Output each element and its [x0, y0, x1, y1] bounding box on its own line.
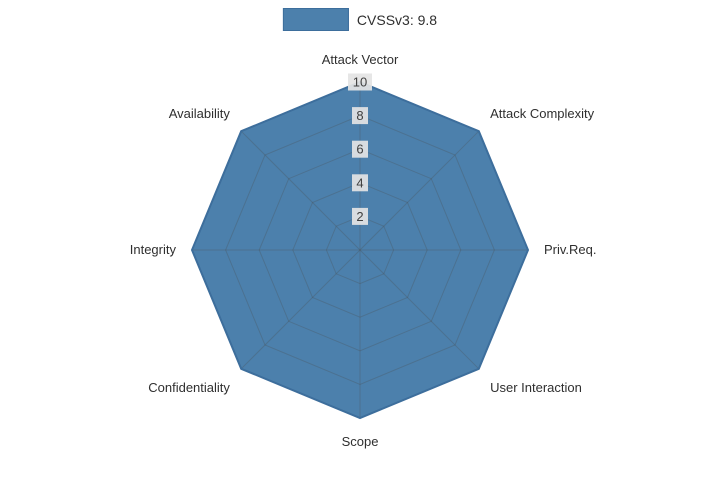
radial-tick-box [352, 174, 368, 192]
axis-label: Scope [342, 434, 379, 449]
radial-tick-box [352, 207, 368, 225]
radial-tick-label: 4 [356, 175, 363, 190]
axis-label: Priv.Req. [544, 242, 597, 257]
grid-ring [292, 182, 428, 318]
radial-tick-box [352, 140, 368, 158]
legend-label: CVSSv3: 9.8 [356, 11, 438, 28]
axis-spoke [359, 130, 480, 251]
grid-ring [325, 215, 395, 285]
radar-polygon-fill [192, 82, 528, 418]
radial-tick-label: 10 [353, 75, 367, 90]
radial-tick-label: 8 [356, 108, 363, 123]
axis-spoke [240, 249, 361, 370]
radial-tick-label: 2 [356, 209, 363, 224]
radial-tick-box [352, 107, 368, 125]
radial-tick-box [348, 73, 372, 91]
axis-spoke [359, 249, 480, 370]
axis-label: Availability [169, 106, 231, 121]
axis-label: User Interaction [490, 380, 582, 395]
axis-spoke [240, 130, 361, 251]
grid-ring [225, 115, 495, 385]
radial-tick-label: 6 [356, 142, 363, 157]
legend-swatch [282, 8, 349, 31]
legend-item[interactable]: CVSSv3: 9.8 [282, 8, 438, 31]
axis-label: Attack Complexity [490, 106, 595, 121]
grid-ring [258, 148, 462, 352]
axis-label: Confidentiality [148, 380, 230, 395]
radar-polygon-outline [190, 80, 530, 420]
axis-label: Integrity [130, 242, 177, 257]
axis-label: Attack Vector [322, 52, 399, 67]
